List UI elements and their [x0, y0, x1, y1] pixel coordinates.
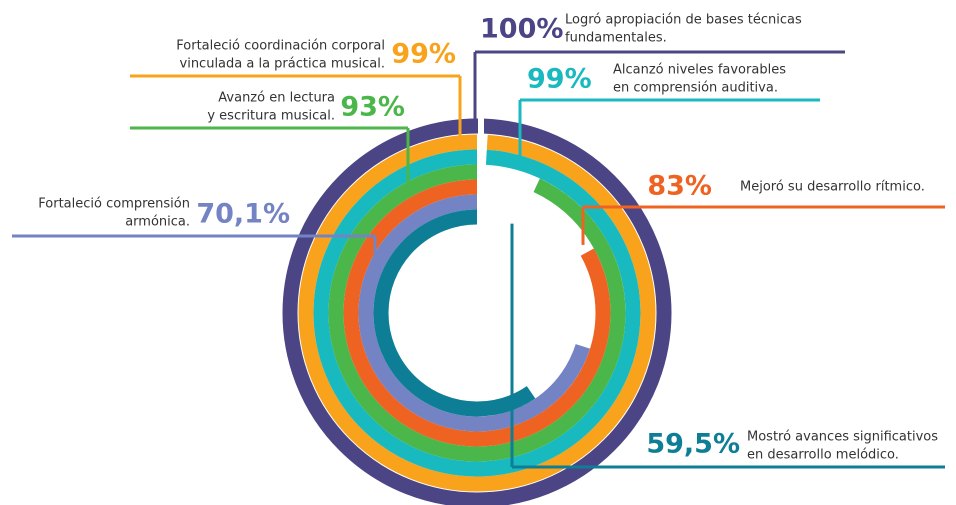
- value-label: 100%: [480, 14, 563, 45]
- category-label: Mejoró su desarrollo rítmico.: [740, 180, 925, 195]
- category-label: vinculada a la práctica musical.: [180, 57, 385, 72]
- category-label: en comprensión auditiva.: [613, 81, 778, 96]
- ring-bar: [373, 209, 581, 417]
- value-label: 70,1%: [196, 199, 290, 230]
- ring-bar: [358, 194, 596, 432]
- category-label: Alcanzó niveles favorables: [613, 63, 786, 78]
- category-label: Fortaleció coordinación corporal: [176, 39, 385, 54]
- value-label: 83%: [647, 171, 712, 202]
- ring-bar: [313, 149, 641, 477]
- category-label: Mostró avances significativos: [747, 430, 938, 445]
- ring-bar: [282, 118, 672, 505]
- value-label: 59,5%: [646, 429, 740, 460]
- category-label: y escritura musical.: [207, 109, 335, 124]
- category-label: en desarrollo melódico.: [747, 448, 899, 463]
- ring-bar: [343, 179, 611, 447]
- category-label: Avanzó en lectura: [218, 91, 335, 106]
- value-label: 99%: [391, 39, 456, 70]
- ring-bar: [298, 134, 656, 492]
- category-label: Fortaleció comprensión: [38, 197, 190, 212]
- value-label: 93%: [340, 92, 405, 123]
- value-label: 99%: [527, 64, 592, 95]
- category-label: fundamentales.: [565, 31, 667, 46]
- ring-bar: [328, 164, 626, 462]
- category-label: armónica.: [125, 215, 190, 230]
- category-label: Logró apropiación de bases técnicas: [565, 13, 802, 28]
